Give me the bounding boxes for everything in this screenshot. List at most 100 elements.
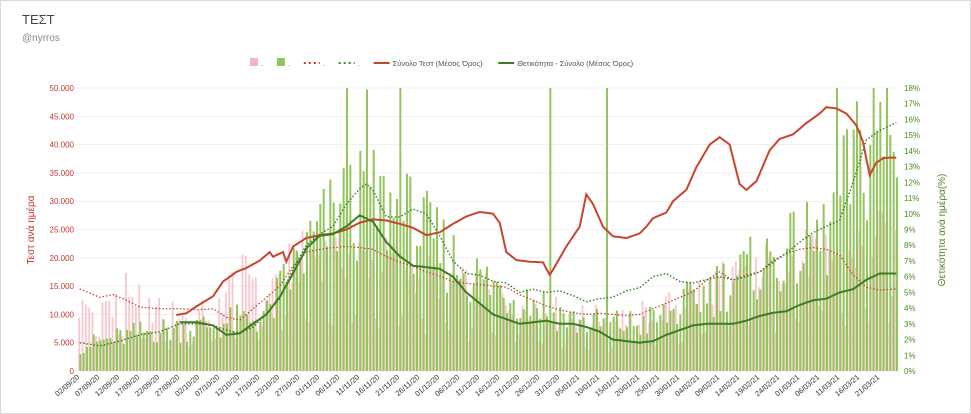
positivity-bar [302,273,305,371]
tests-bar [111,316,114,371]
tests-bar [714,271,717,371]
positivity-bar [516,318,518,371]
tests-bar [704,331,707,371]
positivity-bar [192,336,195,371]
positivity-bar [336,251,338,371]
positivity-bar [632,326,635,371]
positivity-bar [579,319,582,371]
positivity-bar [322,188,325,371]
y-right-tick-label: 9% [904,226,916,235]
y-right-tick-label: 7% [904,257,916,266]
positivity-bar [246,314,248,371]
positivity-bar [356,260,358,371]
positivity-bar [276,277,278,371]
y-right-tick-label: 1% [904,351,916,360]
tests-bar [144,337,147,371]
positivity-bar [819,251,822,371]
positivity-bar [536,308,538,371]
positivity-bar [699,311,702,371]
positivity-bar [559,307,562,371]
legend-label: . [358,59,360,68]
positivity-bar [592,313,595,371]
tests-bar [728,323,731,371]
y-left-tick-label: 20.000 [50,254,75,263]
tests-bar [848,248,851,371]
tests-bar [741,277,744,371]
y-left-tick-label: 40.000 [50,141,75,150]
positivity-bar [749,236,752,371]
tests-bar [778,280,781,371]
positivity-bar [879,102,882,371]
tests-bar [214,337,217,371]
tests-bar [378,328,381,371]
tests-bar [464,269,467,371]
positivity-bar [279,270,282,371]
tests-bar [771,312,774,371]
positivity-bar [676,324,678,371]
tests-bar [454,278,457,371]
tests-bar [441,273,444,371]
tests-bar [81,299,84,371]
tests-bar [754,257,757,371]
positivity-bar [242,311,245,371]
positivity-bar [446,292,448,371]
positivity-bar [472,284,475,371]
tests-bar [784,283,787,371]
positivity-bar [126,329,128,371]
positivity-bar [132,322,135,371]
tests-bar [508,310,511,371]
y-right-axis-title: Θετικότητα ανά ημέρα(%) [936,174,948,287]
tests-bar [321,281,324,371]
positivity-bar [469,301,472,371]
positivity-bar [162,319,165,371]
positivity-bar [799,270,802,371]
positivity-bar [822,204,825,371]
positivity-bar [709,279,712,371]
tests-bar [448,329,451,371]
positivity-bar [439,263,442,371]
positivity-bar [846,129,848,371]
positivity-bar [429,202,432,371]
legend-label: . [323,59,325,68]
positivity-bar [589,327,592,371]
positivity-bar [656,322,658,371]
tests-bar [864,307,867,371]
y-left-tick-label: 0 [70,367,75,376]
y-right-tick-label: 6% [904,273,916,282]
y-right-tick-label: 15% [904,131,920,140]
tests-bar [578,319,581,371]
tests-bar [394,245,397,371]
tests-bar [618,326,621,371]
tests-bar [391,254,394,371]
y-left-tick-label: 50.000 [50,84,75,93]
positivity-bar [622,330,625,371]
positivity-bar [506,313,508,371]
tests-bar [781,283,784,371]
tests-bar [484,272,487,371]
positivity-bar [99,340,102,371]
tests-bar [228,274,231,371]
positivity-bar [752,290,755,371]
tests-bar [208,320,211,371]
tests-bar [638,324,641,371]
legend: .... Σύνολο Τεστ (Μέσος Όρος) Θετικότητα -… [250,58,634,68]
tests-bar [374,318,377,371]
positivity-bar [216,327,218,371]
tests-bar [204,320,207,371]
positivity-bar [576,332,578,371]
y-right-tick-label: 3% [904,320,916,329]
positivity-bar [306,232,308,371]
positivity-bar [236,304,238,371]
legend-item: Θετικότητα - Σύνολο (Μέσος Όρος) [498,59,634,68]
tests-bar [398,326,401,371]
y-left-tick-label: 15.000 [50,282,75,291]
tests-bar [581,305,584,371]
tests-bar [348,254,351,371]
positivity-bar [789,213,792,371]
positivity-bar [272,317,275,371]
tests-bar [774,332,777,371]
tests-bar [891,296,894,371]
positivity-bar [402,220,405,371]
positivity-bar [92,334,95,371]
